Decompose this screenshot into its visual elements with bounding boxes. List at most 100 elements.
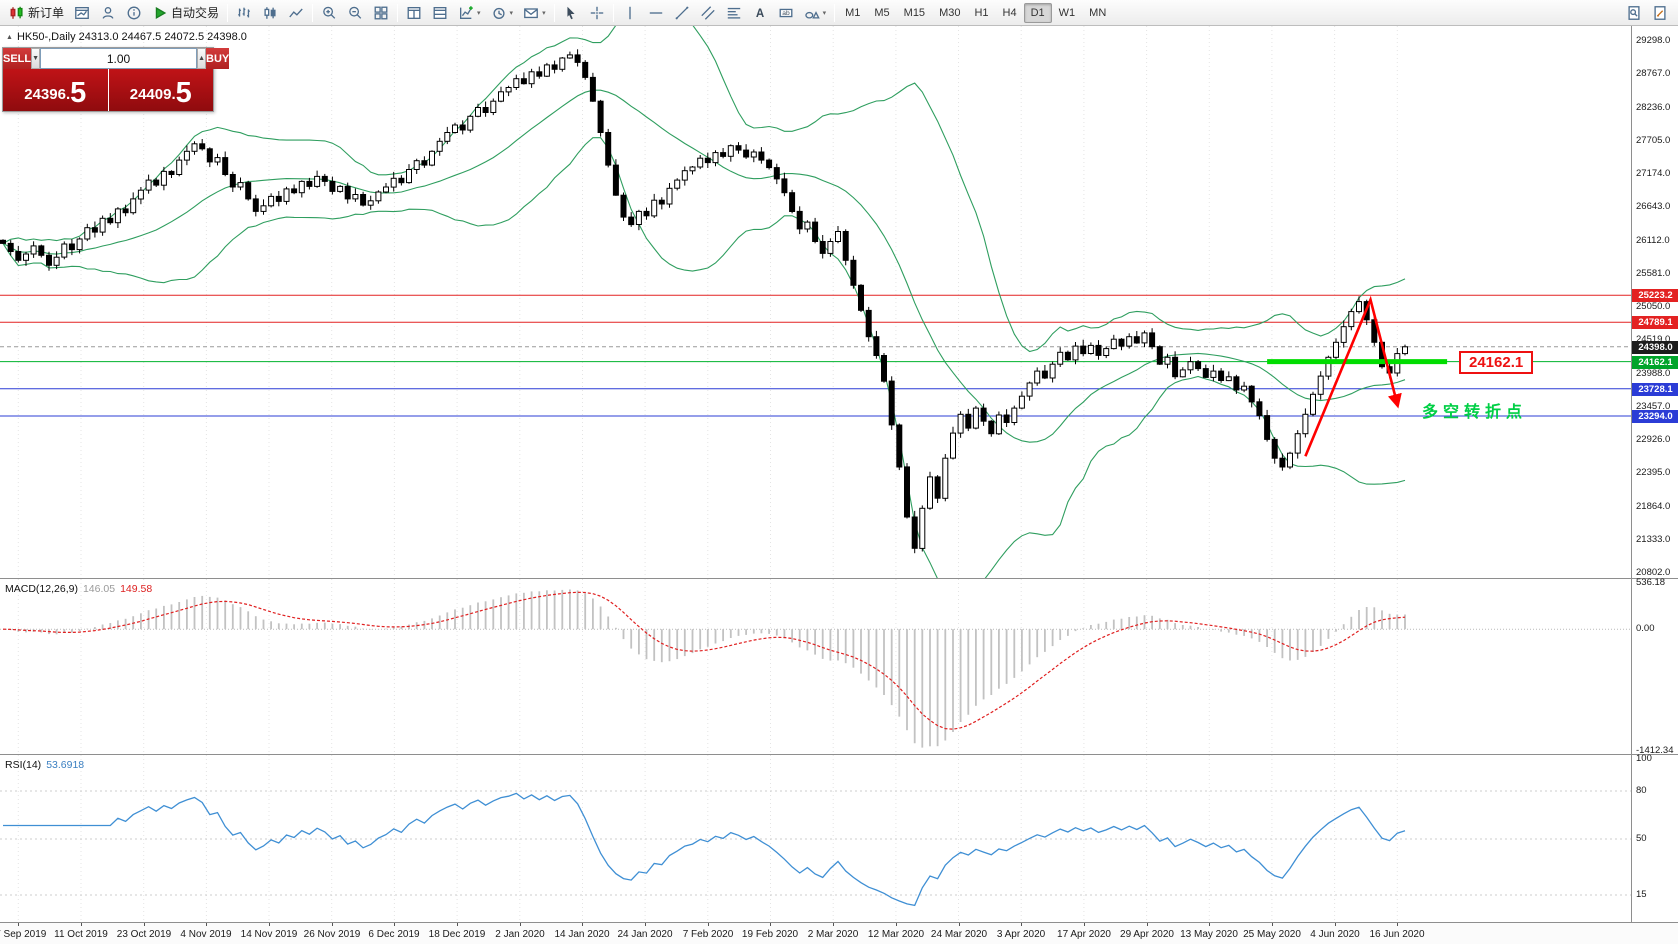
zoomout-icon: [349, 6, 362, 19]
axis-label-0.00: 0.00: [1636, 623, 1655, 634]
tf-d1[interactable]: D1: [1023, 2, 1052, 23]
axis-label-27705.0: 27705.0: [1636, 135, 1671, 146]
fibonacci-button[interactable]: [721, 2, 747, 24]
tf-m5[interactable]: M5: [874, 6, 890, 19]
tf-h4[interactable]: H4: [1002, 6, 1017, 19]
labelT-icon: ab: [779, 8, 793, 17]
metaeditor-button[interactable]: [1647, 2, 1673, 24]
sell-price-button[interactable]: 24396. 5: [3, 69, 108, 111]
tile-windows-button[interactable]: [368, 2, 394, 24]
axis-label-26643.0: 26643.0: [1636, 201, 1671, 212]
axis-label-50: 50: [1636, 833, 1647, 844]
time-axis-tick: [332, 923, 333, 926]
volume-input[interactable]: [40, 48, 198, 69]
search-button[interactable]: [1621, 2, 1647, 24]
one-click-trading-panel: SELL ▼ ▲ BUY 24396. 5 24409. 5: [2, 47, 230, 112]
tf-h1[interactable]: H1: [974, 6, 989, 19]
zoom-in-button[interactable]: [316, 2, 342, 24]
time-axis-tick: [1272, 923, 1273, 926]
doc1-icon: [1628, 6, 1640, 20]
cursor-icon: [567, 6, 575, 19]
channel-icon: [700, 5, 715, 20]
axis-label-15: 15: [1636, 889, 1647, 900]
new-order-button-label: 新订单: [28, 6, 65, 20]
dropdown-caret-icon: ▾: [509, 9, 514, 17]
date-label: 18 Dec 2019: [428, 929, 486, 940]
time-axis[interactable]: 27 Sep 2019 11 Oct 2019 23 Oct 2019 4 Nov 2…: [0, 922, 1678, 944]
axis-label-536.18: 536.18: [1636, 577, 1666, 588]
main-chart-canvas[interactable]: [0, 26, 1631, 578]
data-window-button[interactable]: [121, 2, 147, 24]
date-label: 3 Apr 2020: [996, 929, 1046, 940]
axis-label-22926.0: 22926.0: [1636, 434, 1671, 445]
axis-label-28767.0: 28767.0: [1636, 68, 1671, 79]
chart-title-text: HK50-,Daily 24313.0 24467.5 24072.5 2439…: [16, 31, 247, 43]
symbol-arrow-icon: ▲: [6, 33, 13, 41]
date-label: 12 Mar 2020: [867, 929, 925, 940]
shapes-button[interactable]: ▾: [799, 2, 832, 24]
time-axis-tick: [206, 923, 207, 926]
horizontal-line-button[interactable]: [643, 2, 669, 24]
templates-button[interactable]: ▾: [518, 2, 551, 24]
date-label: 14 Nov 2019: [240, 929, 298, 940]
candlestick-chart-button[interactable]: [257, 2, 283, 24]
bar-chart-button[interactable]: [231, 2, 257, 24]
date-label: 17 Apr 2020: [1057, 929, 1111, 940]
buy-price-button[interactable]: 24409. 5: [108, 69, 213, 111]
date-label: 13 May 2020: [1180, 929, 1238, 940]
tf-m15[interactable]: M15: [903, 6, 926, 19]
tf-m1[interactable]: M1: [845, 6, 861, 19]
tf-w1[interactable]: W1: [1058, 6, 1076, 19]
trendline-button[interactable]: [669, 2, 695, 24]
date-label: 11 Oct 2019: [54, 929, 108, 940]
crosshair-button[interactable]: [584, 2, 610, 24]
date-label: 14 Jan 2020: [554, 929, 610, 940]
price-level-callout: 24162.1: [1459, 351, 1534, 374]
axis-label-24519.0: 24519.0: [1636, 334, 1671, 345]
vline-icon: [628, 6, 631, 19]
macd-canvas[interactable]: [0, 579, 1631, 754]
time-axis-tick: [896, 923, 897, 926]
toolbar-separator: [834, 3, 836, 22]
text-label-button[interactable]: ab: [773, 2, 799, 24]
vertical-line-button[interactable]: [617, 2, 643, 24]
volume-decrease-button[interactable]: ▼: [31, 48, 41, 69]
sell-header[interactable]: SELL: [3, 48, 32, 69]
indicators-button[interactable]: ▾: [453, 2, 486, 24]
cursor-button[interactable]: [558, 2, 584, 24]
cascade-windows-button[interactable]: [427, 2, 453, 24]
autotrading-button[interactable]: 自动交易: [147, 2, 224, 24]
volume-increase-button[interactable]: ▲: [197, 48, 206, 69]
crosshair-icon: [590, 6, 603, 19]
zigzag-arrow-annotation[interactable]: [1304, 295, 1402, 457]
text-button[interactable]: A: [747, 2, 773, 24]
periodicity-button[interactable]: ▾: [486, 2, 519, 24]
macd-signal-value: 149.58: [120, 583, 153, 595]
price-tag-24398.0: 24398.0: [1632, 341, 1678, 354]
candles-icon: [264, 6, 276, 19]
main-chart-panel[interactable]: ▲ HK50-,Daily 24313.0 24467.5 24072.5 24…: [0, 26, 1678, 578]
buy-header[interactable]: BUY: [206, 48, 230, 69]
shapes-icon: [804, 10, 820, 19]
time-axis-tick: [457, 923, 458, 926]
bollinger-middle-band: [2, 89, 1406, 443]
arrange-windows-button[interactable]: [401, 2, 427, 24]
macd-panel[interactable]: MACD(12,26,9) 146.05 149.58: [0, 578, 1678, 754]
date-label: 4 Nov 2019: [180, 929, 232, 940]
profiles-button[interactable]: [95, 2, 121, 24]
channel-button[interactable]: [695, 2, 721, 24]
axis-label-27174.0: 27174.0: [1636, 168, 1671, 179]
macd-main-value: 146.05: [82, 583, 116, 595]
price-scale[interactable]: 29298.0 28767.0 28236.0 27705.0 27174.0 26643…: [1631, 26, 1678, 922]
rsi-canvas[interactable]: [0, 755, 1631, 922]
line-chart-button[interactable]: [283, 2, 309, 24]
rsi-panel[interactable]: RSI(14) 53.6918: [0, 754, 1678, 922]
tf-mn[interactable]: MN: [1089, 6, 1107, 19]
tf-m30[interactable]: M30: [939, 6, 961, 19]
new-chart-button[interactable]: [69, 2, 95, 24]
axis-label-23457.0: 23457.0: [1636, 401, 1671, 412]
new-order-button[interactable]: 新订单: [4, 2, 69, 24]
zoom-out-button[interactable]: [342, 2, 368, 24]
